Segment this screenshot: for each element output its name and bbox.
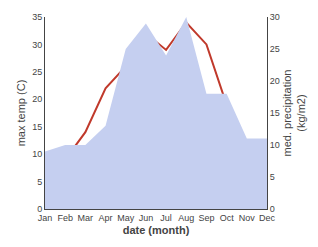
svg-text:date (month): date (month) — [123, 224, 190, 236]
svg-text:Feb: Feb — [57, 213, 73, 223]
svg-text:15: 15 — [270, 108, 280, 118]
svg-text:20: 20 — [270, 76, 280, 86]
svg-text:25: 25 — [270, 44, 280, 54]
svg-text:Nov: Nov — [239, 213, 256, 223]
svg-text:Aug: Aug — [178, 213, 194, 223]
svg-text:Dec: Dec — [259, 213, 276, 223]
svg-text:0: 0 — [37, 204, 42, 214]
svg-text:Sep: Sep — [198, 213, 214, 223]
svg-text:5: 5 — [37, 177, 42, 187]
svg-text:20: 20 — [32, 94, 42, 104]
svg-text:Oct: Oct — [220, 213, 235, 223]
svg-text:30: 30 — [32, 40, 42, 50]
svg-text:30: 30 — [270, 12, 280, 22]
svg-text:35: 35 — [32, 12, 42, 22]
svg-text:0: 0 — [270, 204, 275, 214]
svg-text:Jan: Jan — [38, 213, 53, 223]
svg-text:May: May — [117, 213, 135, 223]
svg-text:Mar: Mar — [78, 213, 94, 223]
svg-text:5: 5 — [270, 172, 275, 182]
svg-text:Apr: Apr — [99, 213, 113, 223]
svg-text:Jul: Jul — [160, 213, 172, 223]
svg-text:max temp (C): max temp (C) — [15, 80, 27, 147]
svg-text:med. precipitation(kg/m2): med. precipitation(kg/m2) — [281, 70, 307, 157]
svg-text:10: 10 — [270, 140, 280, 150]
svg-text:10: 10 — [32, 149, 42, 159]
svg-text:Jun: Jun — [139, 213, 154, 223]
svg-text:15: 15 — [32, 122, 42, 132]
svg-text:25: 25 — [32, 67, 42, 77]
